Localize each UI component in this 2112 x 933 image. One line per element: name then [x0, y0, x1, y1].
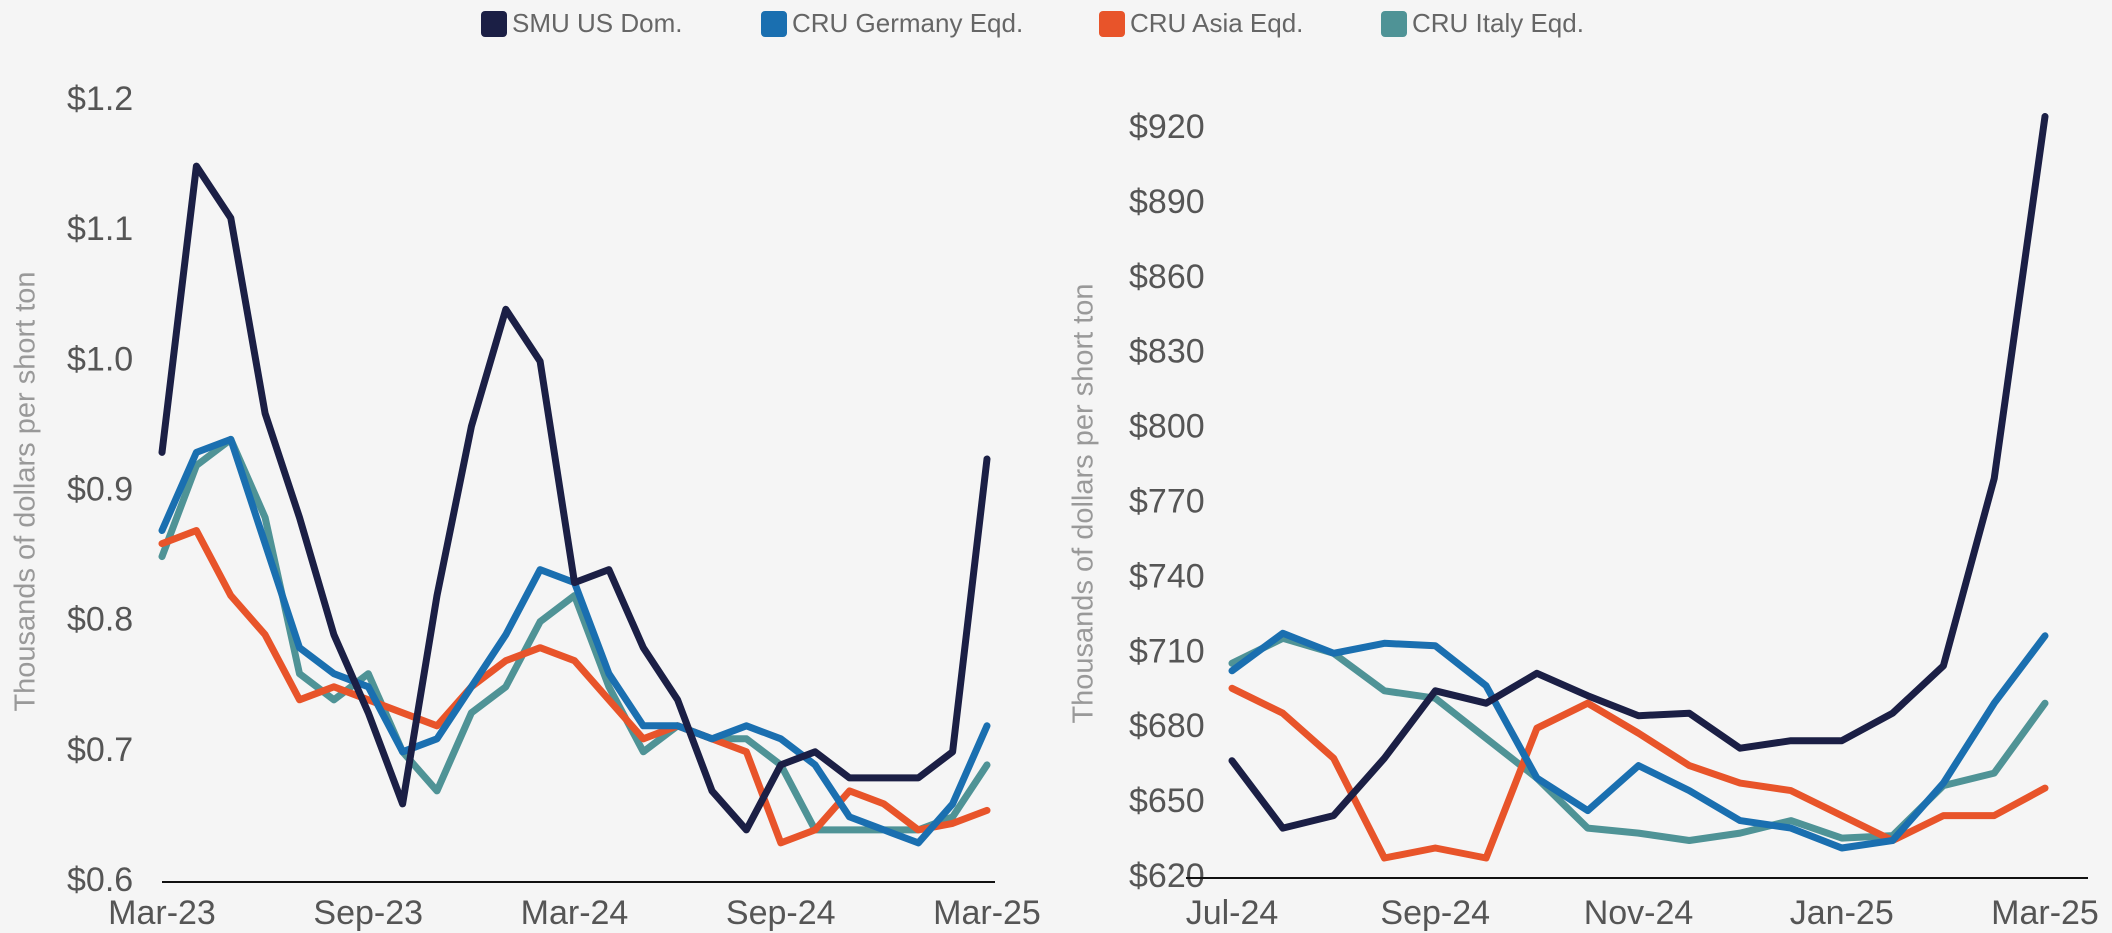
- x-tick-label: Mar-24: [521, 894, 629, 932]
- y-tick-label: $1.0: [67, 340, 133, 378]
- series-line: [158, 527, 991, 847]
- y-tick-label: $620: [1129, 857, 1205, 895]
- legend-label: CRU Asia Eqd.: [1130, 8, 1303, 38]
- legend-swatch: [761, 11, 787, 37]
- y-tick-label: $920: [1129, 108, 1205, 146]
- y-axis-label: Thousands of dollars per short ton: [10, 271, 42, 711]
- legend-label: SMU US Dom.: [512, 8, 682, 38]
- series-line: [1228, 113, 2049, 832]
- x-tick-label: Mar-25: [933, 894, 1041, 932]
- y-tick-label: $0.7: [67, 731, 133, 769]
- series-line: [1228, 629, 2049, 852]
- y-tick-label: $0.6: [67, 861, 133, 899]
- legend-swatch: [481, 11, 507, 37]
- x-tick-label: Jul-24: [1186, 894, 1279, 932]
- y-tick-label: $680: [1129, 707, 1205, 745]
- y-tick-label: $1.2: [67, 80, 133, 118]
- series-line: [158, 162, 991, 834]
- y-tick-label: $770: [1129, 482, 1205, 520]
- x-tick-label: Sep-23: [313, 894, 423, 932]
- y-tick-label: $740: [1129, 557, 1205, 595]
- legend-label: CRU Germany Eqd.: [792, 8, 1023, 38]
- legend-swatch: [1099, 11, 1125, 37]
- y-tick-label: $650: [1129, 782, 1205, 820]
- series-line: [1228, 684, 2049, 862]
- legend-label: CRU Italy Eqd.: [1412, 8, 1584, 38]
- x-tick-label: Jan-25: [1790, 894, 1894, 932]
- y-tick-label: $1.1: [67, 210, 133, 248]
- series-line: [158, 435, 991, 847]
- y-tick-label: $0.9: [67, 470, 133, 508]
- x-tick-label: Nov-24: [1584, 894, 1694, 932]
- x-tick-label: Sep-24: [726, 894, 836, 932]
- y-tick-label: $890: [1129, 183, 1205, 221]
- y-tick-label: $800: [1129, 408, 1205, 446]
- y-axis-label: Thousands of dollars per short ton: [1068, 283, 1100, 723]
- x-tick-label: Mar-23: [108, 894, 216, 932]
- y-tick-label: $710: [1129, 632, 1205, 670]
- y-tick-label: $860: [1129, 258, 1205, 296]
- y-tick-label: $0.8: [67, 601, 133, 639]
- series-line: [158, 435, 991, 834]
- x-tick-label: Mar-25: [1991, 894, 2099, 932]
- y-tick-label: $830: [1129, 333, 1205, 371]
- legend-swatch: [1381, 11, 1407, 37]
- x-tick-label: Sep-24: [1380, 894, 1490, 932]
